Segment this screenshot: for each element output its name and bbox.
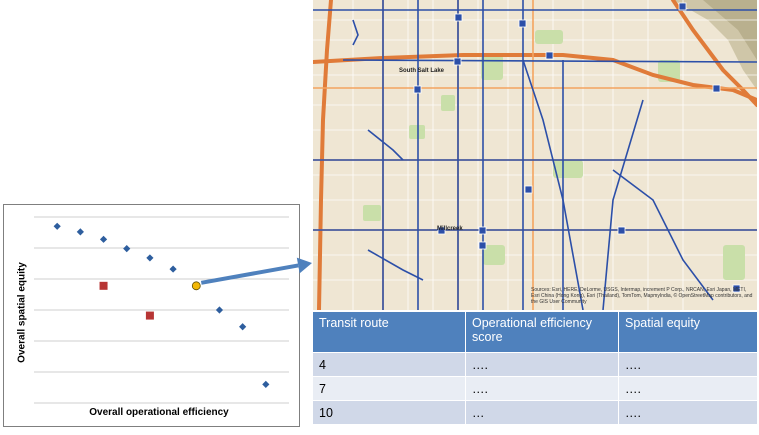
header-spatial-equity: Spatial equity [618, 312, 757, 353]
table-cell: …. [465, 376, 619, 401]
transit-route-table: Transit route Operational efficiency sco… [313, 312, 757, 424]
chart-y-axis-label: Overall spatial equity [16, 262, 28, 363]
chart-point-circle [191, 281, 201, 291]
scatter-chart-panel: Overall spatial equity Overall operation… [3, 204, 300, 427]
chart-point-diamond [99, 235, 108, 243]
table-cell: … [465, 400, 619, 424]
map-label-south-salt-lake: South Salt Lake [399, 68, 445, 74]
chart-point-diamond [146, 254, 154, 262]
chart-point-diamond [239, 323, 247, 331]
table-cell: 10 [313, 400, 466, 424]
table-row: 4 …. …. [313, 352, 757, 377]
chart-x-axis-label: Overall operational efficiency [89, 407, 229, 418]
chart-point-diamond [76, 228, 84, 236]
header-operational-efficiency: Operational efficiency score [465, 312, 619, 353]
table-cell: …. [618, 376, 757, 401]
table-cell: 4 [313, 352, 466, 377]
map-canvas[interactable]: South Salt Lake Millcreek [313, 0, 757, 310]
chart-point-square [145, 311, 154, 320]
table-header-row: Transit route Operational efficiency sco… [313, 312, 757, 353]
table-cell: …. [465, 352, 619, 377]
map-attribution: Sources: Esri, HERE, DeLorme, USGS, Inte… [531, 287, 753, 305]
table-row: 7 …. …. [313, 376, 757, 401]
chart-point-diamond [169, 265, 177, 273]
table-cell: …. [618, 400, 757, 424]
chart-point-square [99, 281, 108, 290]
transit-map[interactable]: South Salt Lake Millcreek Sources: Esri,… [313, 0, 757, 310]
scatter-chart [34, 216, 289, 404]
chart-point-diamond [262, 380, 270, 388]
chart-point-diamond [53, 222, 61, 230]
map-label-millcreek: Millcreek [437, 226, 463, 232]
header-transit-route: Transit route [313, 312, 466, 353]
chart-point-diamond [215, 306, 224, 314]
table-row: 10 … …. [313, 400, 757, 424]
table-cell: …. [618, 352, 757, 377]
table-cell: 7 [313, 376, 466, 401]
chart-point-diamond [123, 245, 131, 253]
